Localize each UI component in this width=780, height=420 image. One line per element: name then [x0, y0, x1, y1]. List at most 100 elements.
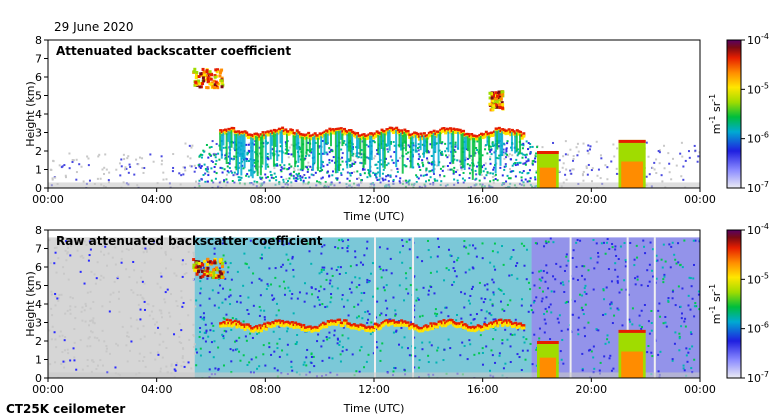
noise-pixel: [373, 157, 376, 160]
cloud-pixel: [235, 323, 239, 328]
aerosol-pixel: [374, 163, 377, 166]
cloud-pixel: [215, 70, 219, 74]
noise-pixel: [344, 271, 347, 274]
cloud-pixel: [409, 325, 413, 329]
noise-pixel: [225, 313, 228, 316]
noise-pixel: [565, 178, 568, 181]
aerosol-pixel: [296, 178, 299, 181]
cloud-pixel: [408, 135, 412, 139]
noise-pixel: [341, 298, 344, 301]
noise-pixel: [252, 272, 255, 275]
cloud-pixel: [199, 275, 203, 279]
noise-pixel: [192, 345, 195, 348]
feature-precipitation: [537, 151, 559, 188]
noise-pixel: [230, 371, 233, 374]
noise-pixel: [525, 338, 528, 341]
noise-pixel: [207, 335, 210, 338]
noise-pixel: [93, 336, 96, 339]
cloud-pixel: [424, 324, 428, 329]
noise-pixel: [121, 250, 124, 253]
noise-pixel: [365, 360, 368, 363]
noise-pixel: [178, 323, 181, 326]
noise-pixel: [244, 335, 247, 338]
noise-pixel: [463, 239, 466, 242]
cloud-pixel: [300, 325, 304, 330]
noise-pixel: [661, 180, 664, 183]
noise-pixel: [310, 355, 313, 358]
aerosol-pixel: [325, 151, 328, 154]
noise-pixel: [336, 287, 339, 290]
noise-pixel: [562, 162, 565, 165]
noise-pixel: [135, 244, 138, 247]
noise-pixel: [398, 284, 401, 287]
noise-pixel: [107, 179, 110, 182]
noise-pixel: [258, 365, 261, 368]
noise-pixel: [138, 352, 141, 355]
noise-pixel: [394, 314, 397, 317]
noise-pixel: [501, 245, 504, 248]
colorbar-tick-label: 10-4: [747, 222, 769, 237]
aerosol-pixel: [240, 176, 243, 179]
noise-pixel: [623, 279, 626, 282]
noise-pixel: [215, 153, 218, 156]
noise-pixel: [540, 279, 543, 282]
aerosol-pixel: [375, 172, 378, 175]
cloud-pixel: [411, 132, 415, 137]
cloud-pixel: [308, 325, 312, 330]
aerosol-pixel: [226, 165, 229, 168]
cloud-pixel: [221, 83, 225, 87]
noise-pixel: [493, 174, 496, 177]
aerosol-pixel: [244, 157, 247, 160]
aerosol-pixel: [207, 174, 210, 177]
noise-pixel: [318, 290, 321, 293]
noise-pixel: [331, 285, 334, 288]
noise-pixel: [600, 242, 603, 245]
noise-pixel: [78, 240, 81, 243]
aerosol-pixel: [301, 176, 304, 179]
noise-pixel: [468, 244, 471, 247]
feature-cloud: [192, 67, 225, 90]
noise-pixel: [407, 292, 410, 295]
cloud-pixel: [258, 324, 262, 329]
cloud-pixel: [383, 322, 387, 326]
virga: [297, 134, 300, 163]
noise-pixel: [678, 332, 681, 335]
aerosol-pixel: [332, 170, 335, 173]
noise-pixel: [447, 248, 450, 251]
noise-pixel: [636, 278, 639, 281]
cloud-pixel: [506, 129, 510, 134]
virga: [292, 135, 295, 158]
cloud-pixel: [400, 319, 404, 324]
aerosol-pixel: [475, 177, 478, 180]
cloud-pixel: [199, 81, 203, 85]
cloud-pixel: [455, 322, 459, 327]
noise-pixel: [582, 313, 585, 316]
aerosol-pixel: [497, 157, 500, 160]
cloud-pixel: [258, 135, 262, 140]
cloud-pixel: [475, 325, 479, 330]
cloud-pixel: [250, 329, 254, 333]
cloud-pixel: [251, 134, 255, 139]
noise-pixel: [619, 245, 622, 248]
noise-pixel: [192, 334, 195, 337]
aerosol-pixel: [524, 162, 527, 165]
aerosol-pixel: [221, 167, 224, 170]
noise-pixel: [50, 293, 53, 296]
noise-pixel: [427, 354, 430, 357]
cloud-pixel: [427, 325, 431, 330]
noise-pixel: [460, 168, 463, 171]
cloud-pixel: [289, 324, 293, 328]
cloud-pixel: [408, 326, 412, 330]
aerosol-pixel: [506, 174, 509, 177]
noise-pixel: [430, 285, 433, 288]
colorbar-tick-label: 10-5: [747, 81, 769, 96]
noise-pixel: [278, 337, 281, 340]
noise-pixel: [513, 333, 516, 336]
noise-pixel: [616, 280, 619, 283]
cloud-pixel: [453, 130, 457, 134]
cloud-pixel: [194, 80, 198, 84]
cloud-pixel: [463, 323, 467, 328]
cloud-pixel: [295, 129, 299, 134]
cloud-pixel: [218, 270, 222, 274]
cloud-pixel: [349, 129, 353, 134]
